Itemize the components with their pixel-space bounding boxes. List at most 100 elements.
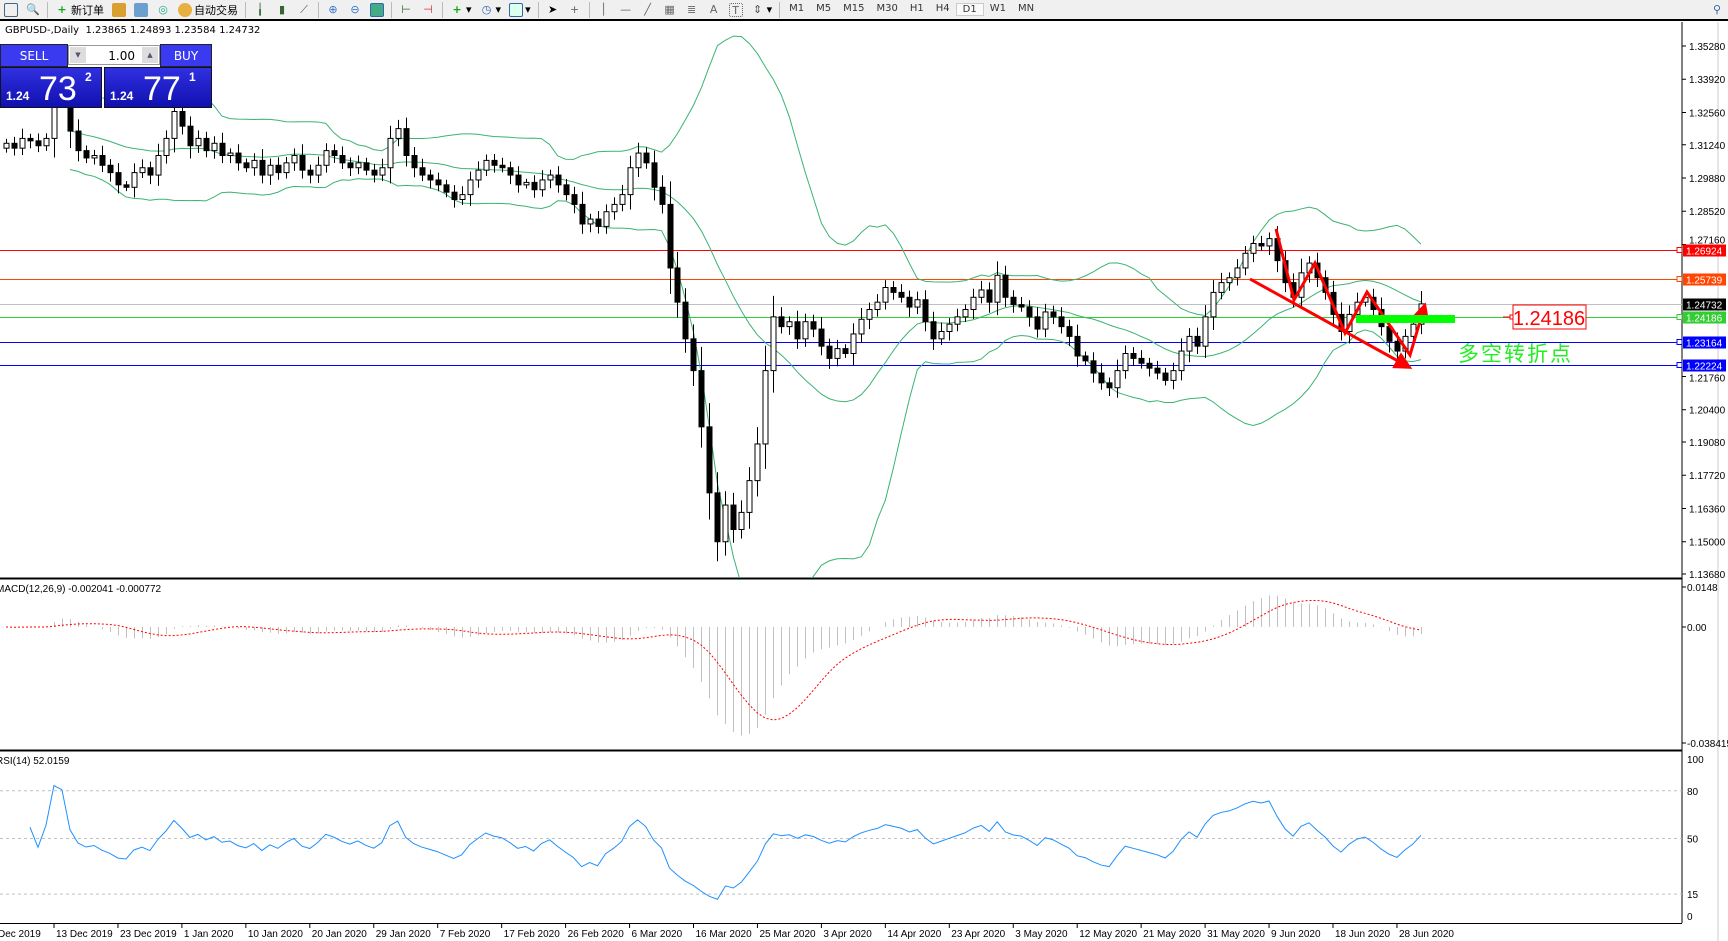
arrows-button[interactable]: ⇕ ▾ xyxy=(747,0,777,19)
timeframe-h1[interactable]: H1 xyxy=(909,3,924,14)
candle-body-bear xyxy=(35,140,42,147)
search-button[interactable]: ⚲ xyxy=(1706,0,1728,19)
candle-body-bull xyxy=(547,174,554,181)
candle-body-bull xyxy=(1178,350,1185,372)
candle xyxy=(91,149,98,165)
fibonacci-button[interactable]: ≣ xyxy=(681,0,703,19)
chart-window-button[interactable] xyxy=(0,0,22,19)
tile-windows-button[interactable] xyxy=(366,0,388,19)
trendline-arrow[interactable] xyxy=(1249,277,1413,369)
templates-button[interactable]: ▾ xyxy=(505,0,535,19)
hline-handle[interactable] xyxy=(1676,314,1682,320)
line-chart-button[interactable]: ⟋ xyxy=(293,0,315,19)
candle-body-bear xyxy=(1082,355,1089,362)
hline-handle[interactable] xyxy=(1676,339,1682,345)
indicators-button[interactable]: + ▾ xyxy=(446,0,476,19)
bar-chart-button[interactable]: ╽ xyxy=(249,0,271,19)
price-label-box[interactable] xyxy=(1512,304,1587,330)
candle-body-bear xyxy=(1058,316,1065,328)
periods-button[interactable]: ◷ ▾ xyxy=(476,0,506,19)
candle xyxy=(451,185,458,208)
candle xyxy=(419,158,426,182)
sell-price-box[interactable]: 1.24 73 2 xyxy=(0,67,102,108)
candle xyxy=(874,294,881,317)
candle xyxy=(587,213,594,233)
price-tag-1.23164: 1.23164 xyxy=(1686,339,1723,350)
zoom-out-button[interactable]: ⊖ xyxy=(344,0,366,19)
candle-body-bull xyxy=(635,152,642,169)
new-order-button[interactable]: + 新订单 xyxy=(51,0,108,19)
timeframe-m1[interactable]: M1 xyxy=(789,3,805,14)
candle xyxy=(810,314,817,338)
candle xyxy=(1146,357,1153,377)
hline-handle[interactable] xyxy=(1676,362,1682,368)
timeframe-m15[interactable]: M15 xyxy=(843,3,865,14)
buy-button[interactable]: BUY xyxy=(160,44,212,67)
candle xyxy=(834,339,841,367)
timeframe-d1[interactable]: D1 xyxy=(955,3,984,16)
hline-handle[interactable] xyxy=(1676,276,1682,282)
timeframe-m30[interactable]: M30 xyxy=(876,3,898,14)
candle xyxy=(1218,272,1225,300)
time-axis-label: 20 Jan 2020 xyxy=(312,929,367,940)
hline-handle[interactable] xyxy=(1676,247,1682,253)
candle-body-bear xyxy=(1034,316,1041,330)
autoscroll-button[interactable]: ⊢ xyxy=(395,0,417,19)
text-button[interactable]: A xyxy=(703,0,725,19)
candle-body-bear xyxy=(347,162,354,169)
metaeditor-button[interactable] xyxy=(108,0,130,19)
candle-body-bear xyxy=(187,125,194,147)
cursor-button[interactable]: ➤ xyxy=(542,0,564,19)
candle xyxy=(275,157,282,180)
auto-trading-button[interactable]: 自动交易 xyxy=(174,0,242,19)
zigzag-arrows[interactable] xyxy=(1274,228,1430,359)
drawings[interactable]: 1.24186 多空转折点 xyxy=(1249,228,1587,369)
lot-increase-button[interactable]: ▲ xyxy=(142,47,158,63)
turning-zone-bar[interactable] xyxy=(1356,315,1455,323)
one-click-trading-panel: SELL ▼ 1.00 ▲ BUY 1.24 73 2 1.24 77 1 xyxy=(0,44,212,108)
candle-body-bull xyxy=(802,321,809,340)
candlestick-button[interactable]: ▮ xyxy=(271,0,293,19)
candle xyxy=(299,144,306,179)
channel-button[interactable]: ▦ xyxy=(659,0,681,19)
candle-body-bull xyxy=(251,159,258,169)
crosshair-button[interactable]: + xyxy=(564,0,586,19)
zoom-in-button[interactable]: ⊕ xyxy=(322,0,344,19)
candle-body-bull xyxy=(1122,353,1129,372)
buy-price-prefix: 1.24 xyxy=(110,89,134,103)
price-tag-bg xyxy=(1683,273,1726,286)
chart-shift-button[interactable]: ⊣ xyxy=(417,0,439,19)
trendline-button[interactable]: ╱ xyxy=(637,0,659,19)
text-label-button[interactable]: T xyxy=(725,0,747,19)
candle-body-bear xyxy=(571,194,578,205)
lot-decrease-button[interactable]: ▼ xyxy=(70,47,86,63)
terminal-button[interactable] xyxy=(130,0,152,19)
candle xyxy=(531,175,538,198)
horizontal-line-button[interactable]: — xyxy=(615,0,637,19)
signal-icon: ◎ xyxy=(158,2,168,16)
buy-price-box[interactable]: 1.24 77 1 xyxy=(104,67,212,108)
candle-body-bear xyxy=(419,167,426,176)
sell-button[interactable]: SELL xyxy=(0,44,68,67)
timeframe-w1[interactable]: W1 xyxy=(989,3,1006,14)
candle-body-bear xyxy=(595,218,602,227)
candle xyxy=(1202,305,1209,358)
lot-size-field[interactable]: ▼ 1.00 ▲ xyxy=(68,45,160,65)
candle-body-bear xyxy=(1106,382,1113,389)
timeframe-mn[interactable]: MN xyxy=(1017,3,1035,14)
candle xyxy=(235,144,242,171)
candle-body-bear xyxy=(427,174,434,181)
candle-body-bull xyxy=(738,511,745,531)
data-window-button[interactable]: 🔍 xyxy=(22,0,44,19)
timeframe-m5[interactable]: M5 xyxy=(816,3,832,14)
macd-axis-label: 0.00 xyxy=(1687,623,1707,634)
signals-button[interactable]: ◎ xyxy=(152,0,174,19)
time-axis-label: 26 Feb 2020 xyxy=(568,929,625,940)
candle-body-bear xyxy=(27,137,34,142)
price-tag-1.26924: 1.26924 xyxy=(1686,247,1723,258)
vertical-line-button[interactable]: │ xyxy=(593,0,615,19)
candle xyxy=(203,131,210,158)
timeframe-h4[interactable]: H4 xyxy=(935,3,950,14)
time-axis-label: 14 Apr 2020 xyxy=(887,929,941,940)
